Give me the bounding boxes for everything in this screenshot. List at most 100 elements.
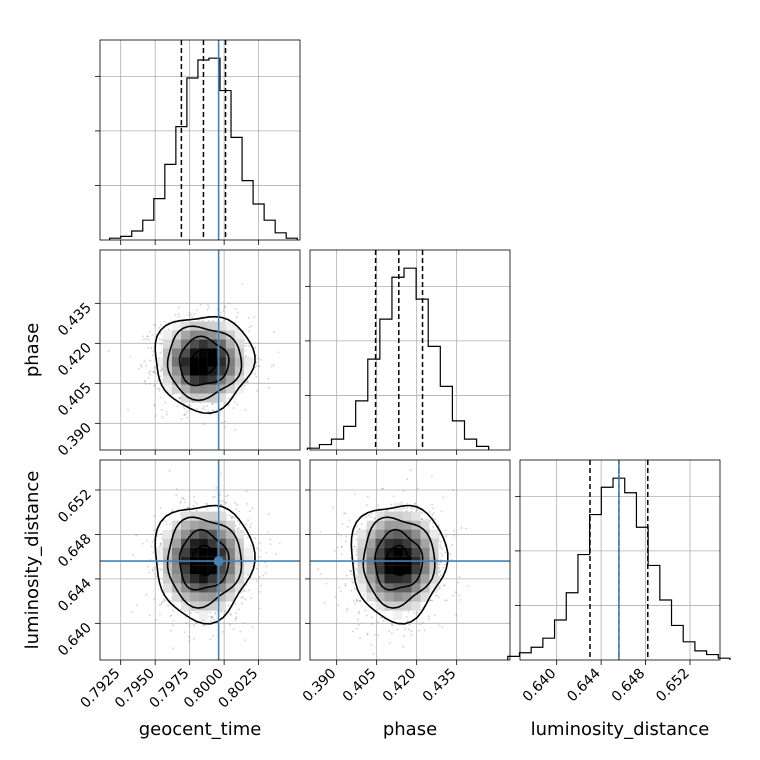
- xtick-label-1: 0.405: [340, 666, 380, 706]
- sample-point: [372, 652, 375, 655]
- sample-point: [410, 506, 413, 509]
- density-cell: [234, 583, 244, 593]
- sample-point: [377, 504, 380, 507]
- sample-point: [259, 549, 262, 552]
- sample-point: [159, 332, 162, 335]
- sample-point: [416, 611, 419, 614]
- sample-point: [159, 396, 162, 399]
- grid-lines: [310, 250, 510, 450]
- sample-point: [377, 634, 379, 636]
- sample-point: [278, 542, 281, 545]
- sample-point: [355, 574, 358, 577]
- sample-point: [355, 538, 358, 541]
- sample-point: [201, 319, 204, 322]
- sample-point: [201, 407, 203, 410]
- sample-point: [161, 537, 163, 539]
- sample-point: [148, 331, 151, 333]
- sample-point: [131, 610, 134, 613]
- sample-point: [152, 350, 155, 353]
- plot-body: [317, 469, 469, 655]
- density-cell: [162, 330, 172, 340]
- sample-point: [177, 313, 180, 315]
- sample-point: [207, 304, 209, 306]
- sample-point: [275, 553, 277, 555]
- sample-point: [142, 338, 145, 341]
- sample-point: [228, 302, 230, 305]
- sample-point: [346, 607, 349, 610]
- sample-point: [163, 320, 166, 323]
- sample-point: [165, 523, 168, 526]
- sample-point: [460, 527, 463, 529]
- density-cell: [384, 592, 394, 602]
- density-cell: [207, 538, 217, 548]
- sample-point: [158, 545, 161, 548]
- sample-point: [161, 338, 163, 341]
- sample-point: [325, 582, 328, 585]
- sample-point: [208, 319, 210, 322]
- sample-point: [358, 612, 361, 615]
- density-cell: [411, 583, 421, 593]
- sample-point: [145, 383, 147, 385]
- sample-point: [355, 568, 358, 571]
- axes-frame: [309, 249, 511, 451]
- sample-point: [160, 601, 163, 604]
- sample-point: [171, 393, 174, 395]
- density-cell: [189, 538, 199, 548]
- density-cell: [384, 574, 394, 584]
- sample-point: [205, 502, 207, 505]
- density-cell: [375, 511, 385, 521]
- sample-point: [438, 576, 441, 579]
- sample-point: [406, 620, 409, 622]
- sample-point: [371, 616, 373, 619]
- sample-point: [259, 542, 262, 545]
- sample-point: [251, 507, 254, 510]
- density-cell: [411, 547, 421, 557]
- sample-point: [145, 593, 148, 596]
- sample-point: [337, 604, 340, 607]
- xtick-label-2: 0.420: [380, 666, 420, 706]
- sample-point: [229, 613, 232, 616]
- sample-point: [158, 604, 161, 606]
- density-cell: [180, 366, 190, 376]
- sample-point: [429, 599, 431, 602]
- sample-point: [358, 599, 361, 602]
- density-cell: [402, 583, 412, 593]
- sample-point: [195, 502, 198, 505]
- sample-point: [183, 498, 186, 501]
- sample-point: [267, 377, 270, 380]
- sample-point: [203, 624, 206, 627]
- sample-point: [236, 403, 239, 406]
- density-cell: [216, 574, 226, 584]
- sample-point: [209, 611, 212, 614]
- density-cell: [207, 520, 217, 530]
- sample-point: [186, 416, 189, 419]
- sample-point: [272, 364, 275, 367]
- sample-point: [445, 599, 448, 602]
- sample-point: [459, 598, 462, 601]
- sample-point: [233, 516, 236, 519]
- density-cell: [162, 529, 172, 539]
- axes-frame: [99, 459, 301, 661]
- density-cell: [198, 574, 208, 584]
- density-cell: [402, 547, 412, 557]
- sample-point: [182, 406, 185, 408]
- sample-point: [246, 536, 249, 539]
- sample-point: [156, 379, 159, 382]
- sample-point: [246, 380, 249, 383]
- density-cell: [243, 547, 253, 557]
- sample-point: [355, 550, 358, 553]
- sample-point: [409, 469, 412, 472]
- plot-body: [131, 469, 281, 650]
- sample-point: [229, 623, 232, 626]
- sample-point: [379, 616, 382, 619]
- sample-point: [450, 558, 453, 561]
- sample-point: [236, 519, 239, 522]
- density-cell: [180, 339, 190, 349]
- sample-point: [377, 621, 379, 623]
- density-cell: [216, 565, 226, 575]
- sample-point: [160, 369, 163, 372]
- density-cell: [366, 574, 376, 584]
- sample-point: [180, 418, 183, 420]
- sample-point: [228, 514, 231, 517]
